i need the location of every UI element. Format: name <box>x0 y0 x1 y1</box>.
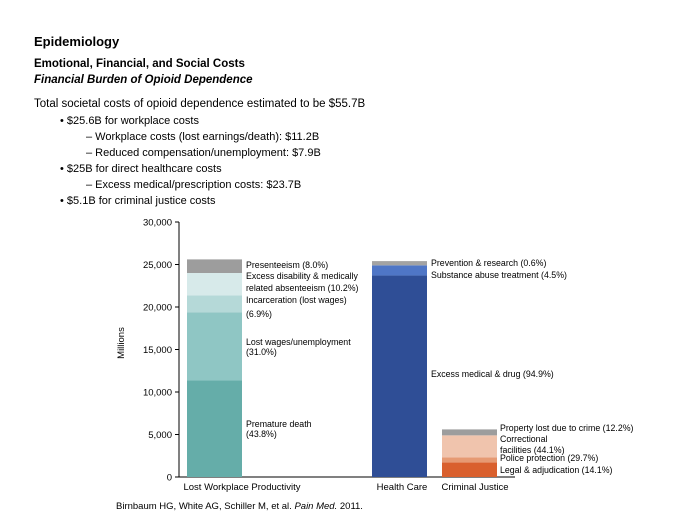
slide-subtitle: Emotional, Financial, and Social Costs <box>34 58 245 70</box>
bar-segment <box>187 312 242 381</box>
segment-label: Correctional <box>500 434 547 444</box>
y-tick-label: 5,000 <box>148 430 172 441</box>
segment-label: Lost wages/unemployment <box>246 337 351 347</box>
section-title: Epidemiology <box>34 34 120 49</box>
bar-segment <box>442 462 497 477</box>
segment-label: Presenteeism (8.0%) <box>246 260 328 270</box>
summary-text: Total societal costs of opioid dependenc… <box>34 98 366 110</box>
category-label-workplace: Lost Workplace Productivity <box>183 482 300 493</box>
sub-bullet-reduced-compensation: – Reduced compensation/unemployment: $7.… <box>86 147 321 159</box>
segment-label: (6.9%) <box>246 309 272 319</box>
segment-label: Prevention & research (0.6%) <box>431 258 546 268</box>
segment-label: Premature death <box>246 419 312 429</box>
bullet-healthcare: • $25B for direct healthcare costs <box>60 163 222 175</box>
category-label-health-care: Health Care <box>377 482 428 493</box>
y-axis-label: Millions <box>116 327 127 359</box>
y-tick-label: 0 <box>167 473 172 484</box>
y-tick-label: 15,000 <box>143 345 172 356</box>
bar-segment <box>372 265 427 276</box>
segment-label: Incarceration (lost wages) <box>246 295 347 305</box>
slide-subsubtitle: Financial Burden of Opioid Dependence <box>34 74 253 86</box>
segment-label: (43.8%) <box>246 429 277 439</box>
segment-label: Substance abuse treatment (4.5%) <box>431 270 567 280</box>
bar-segment <box>442 435 497 458</box>
y-tick-label: 10,000 <box>143 388 172 399</box>
bar-segment <box>442 429 497 436</box>
segment-label: Legal & adjudication (14.1%) <box>500 465 613 475</box>
segment-label: related absenteeism (10.2%) <box>246 283 359 293</box>
y-tick-label: 20,000 <box>143 303 172 314</box>
bar-segment <box>372 275 427 477</box>
y-tick-label: 30,000 <box>143 218 172 229</box>
category-label-criminal-justice: Criminal Justice <box>441 482 508 493</box>
bullet-workplace: • $25.6B for workplace costs <box>60 115 199 127</box>
citation: Birnbaum HG, White AG, Schiller M, et al… <box>116 501 363 512</box>
segment-label: Police protection (29.7%) <box>500 453 598 463</box>
segment-label: Property lost due to crime (12.2%) <box>500 423 634 433</box>
bullet-criminal-justice: • $5.1B for criminal justice costs <box>60 195 216 207</box>
bar-segment <box>442 457 497 463</box>
segment-label: Excess medical & drug (94.9%) <box>431 369 554 379</box>
bar-segment <box>187 380 242 477</box>
y-tick-label: 25,000 <box>143 260 172 271</box>
sub-bullet-excess-medical: – Excess medical/prescription costs: $23… <box>86 179 302 191</box>
citation-journal: Pain Med. <box>294 501 338 512</box>
citation-text: Birnbaum HG, White AG, Schiller M, et al… <box>116 501 363 512</box>
bar-segment <box>187 259 242 273</box>
bar-segment <box>187 273 242 296</box>
segment-label: Excess disability & medically <box>246 271 359 281</box>
segment-label: facilities (44.1%) <box>500 445 565 455</box>
bar-segment <box>187 295 242 313</box>
bar-segment <box>372 261 427 266</box>
segment-label: (31.0%) <box>246 347 277 357</box>
plot-area: 0 5,000 10,000 15,000 20,000 25,000 30,000 Lost… <box>143 218 634 494</box>
sub-bullet-workplace-death: – Workplace costs (lost earnings/death):… <box>86 131 320 143</box>
